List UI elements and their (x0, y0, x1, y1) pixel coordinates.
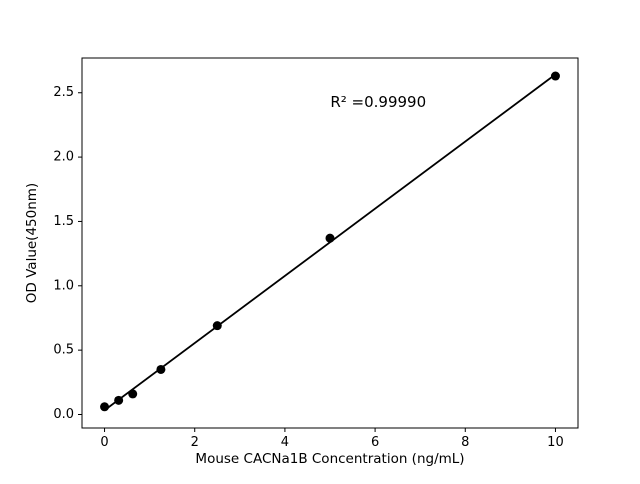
r-squared-annotation: R² =0.99990 (330, 93, 426, 111)
data-point (156, 364, 166, 374)
x-tick-label: 6 (371, 435, 379, 450)
data-point (114, 395, 124, 405)
x-tick-label: 8 (461, 435, 469, 450)
y-tick-label: 0.0 (53, 407, 74, 422)
y-tick-label: 1.5 (53, 214, 74, 229)
plot-border (81, 57, 579, 429)
x-tick-label: 0 (100, 435, 108, 450)
data-point (128, 389, 138, 399)
data-point (100, 402, 110, 412)
x-tick-label: 2 (191, 435, 199, 450)
data-point (325, 233, 335, 243)
plot-area: 0 2 4 6 8 10 0.0 0.5 1.0 1.5 2.0 2.5 (53, 57, 579, 450)
x-axis-label: Mouse CACNa1B Concentration (ng/mL) (195, 451, 464, 467)
data-point (550, 71, 560, 81)
y-axis-label: OD Value(450nm) (24, 183, 40, 303)
y-tick-label: 1.0 (53, 278, 74, 293)
x-tick-label: 4 (281, 435, 289, 450)
data-point (212, 321, 222, 331)
x-tick-label: 10 (547, 435, 564, 450)
y-tick-label: 0.5 (53, 343, 74, 358)
y-tick-label: 2.0 (53, 150, 74, 165)
y-tick-label: 2.5 (53, 85, 74, 100)
